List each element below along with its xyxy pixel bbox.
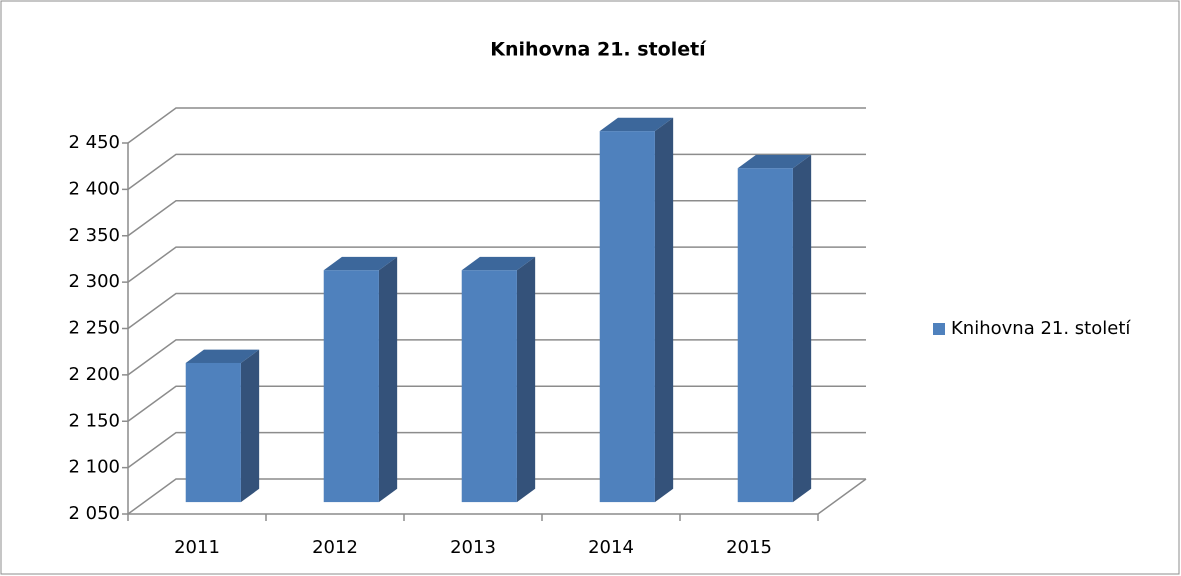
y-tick-label: 2 100: [68, 457, 120, 478]
bar-top: [737, 154, 812, 169]
x-tick-label: 2012: [312, 537, 358, 558]
legend-swatch: [933, 323, 945, 335]
bar: [185, 362, 241, 503]
y-tick-label: 2 450: [68, 132, 120, 153]
bar-side: [516, 256, 536, 503]
bar-top: [599, 117, 674, 132]
chart-title: Knihovna 21. století: [490, 39, 707, 61]
y-tick-label: 2 250: [68, 318, 120, 339]
x-tick-label: 2014: [588, 537, 634, 558]
y-tick-label: 2 150: [68, 410, 120, 431]
bar: [737, 168, 793, 503]
bar-side: [378, 256, 398, 503]
y-tick-label: 2 350: [68, 225, 120, 246]
bar-side: [654, 117, 674, 503]
x-tick-label: 2015: [726, 537, 772, 558]
bar-top: [323, 256, 398, 271]
x-tick-label: 2011: [174, 537, 220, 558]
grid-line: [127, 107, 866, 144]
y-tick-label: 2 400: [68, 178, 120, 199]
bar-top: [461, 256, 536, 271]
bar-top: [185, 349, 260, 363]
legend-label: Knihovna 21. století: [951, 318, 1131, 339]
bar: [323, 270, 379, 503]
bar-side: [792, 154, 812, 503]
bar: [461, 270, 517, 503]
y-tick-label: 2 050: [68, 503, 120, 524]
y-tick-label: 2 300: [68, 271, 120, 292]
bar: [599, 131, 655, 503]
y-tick-label: 2 200: [68, 364, 120, 385]
bar-side: [240, 349, 260, 503]
x-tick-label: 2013: [450, 537, 496, 558]
